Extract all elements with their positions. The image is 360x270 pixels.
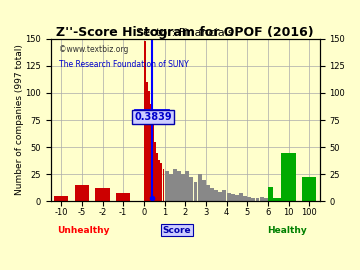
Bar [54,196,68,201]
Bar [222,190,226,201]
Title: Z''-Score Histogram for OPOF (2016): Z''-Score Histogram for OPOF (2016) [57,26,314,39]
Bar [206,185,210,201]
Bar [231,194,235,201]
Bar [169,174,173,201]
Bar [283,198,288,201]
Bar [281,153,296,201]
Bar [185,171,189,201]
Bar [243,196,247,201]
Bar [268,187,273,201]
Bar [235,195,239,201]
Bar [247,197,251,201]
Text: 0.3839: 0.3839 [134,112,172,122]
Bar [194,182,198,201]
Text: The Research Foundation of SUNY: The Research Foundation of SUNY [59,60,189,69]
Bar [95,188,110,201]
Bar [239,193,243,201]
Bar [154,142,156,201]
Bar [210,188,214,201]
Bar [302,177,316,201]
Bar [189,177,193,201]
Bar [162,169,165,201]
Text: Unhealthy: Unhealthy [57,226,109,235]
Bar [278,198,283,201]
Bar [260,197,264,201]
Bar [158,160,160,201]
Bar [256,198,260,201]
Bar [116,193,130,201]
Bar [150,104,152,201]
Bar [165,171,168,201]
Y-axis label: Number of companies (997 total): Number of companies (997 total) [15,45,24,195]
Text: Healthy: Healthy [267,226,307,235]
Text: Sector: Financials: Sector: Financials [136,28,234,38]
Bar [227,193,230,201]
Bar [214,190,218,201]
Bar [181,174,185,201]
Bar [75,185,89,201]
Bar [273,198,278,201]
Bar [202,180,206,201]
Bar [156,153,158,201]
Bar [251,198,255,201]
Text: ©www.textbiz.org: ©www.textbiz.org [59,45,128,54]
Bar [152,120,154,201]
Bar [264,198,268,201]
Bar [148,91,150,201]
Bar [219,191,222,201]
Bar [198,174,202,201]
Bar [173,169,177,201]
Bar [144,41,146,201]
Text: Score: Score [163,226,192,235]
Bar [177,171,181,201]
Bar [161,163,162,201]
Bar [146,82,148,201]
